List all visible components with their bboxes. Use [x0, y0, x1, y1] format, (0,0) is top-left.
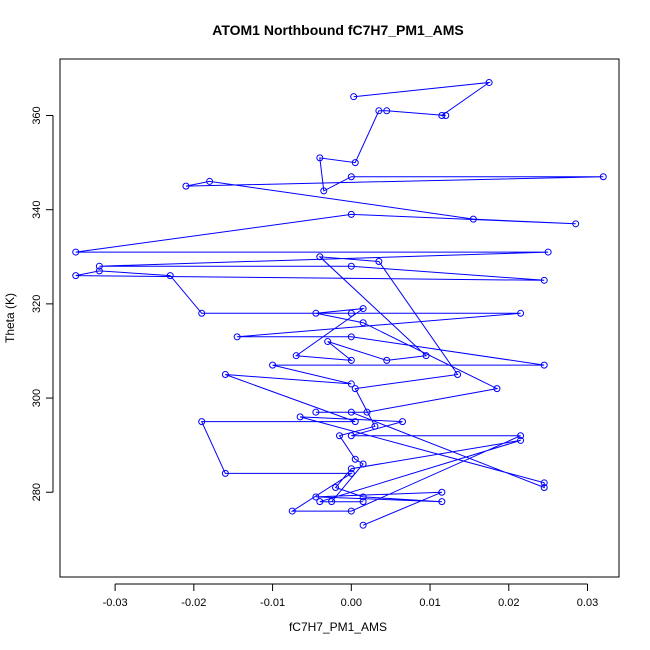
- data-point: [438, 112, 446, 120]
- data-point: [292, 352, 300, 360]
- data-point: [351, 159, 359, 167]
- data-point: [351, 418, 359, 426]
- data-point: [95, 262, 103, 270]
- data-point: [166, 272, 174, 280]
- y-tick-label: 340: [31, 201, 43, 219]
- data-point: [359, 493, 367, 501]
- data-point: [347, 469, 355, 477]
- data-point: [72, 272, 80, 280]
- data-point: [72, 248, 80, 256]
- data-point: [442, 112, 450, 120]
- data-point: [347, 262, 355, 270]
- data-point: [517, 436, 525, 444]
- data-point: [347, 333, 355, 341]
- data-point: [95, 267, 103, 275]
- data-point: [398, 418, 406, 426]
- data-point: [288, 507, 296, 515]
- x-tick-label: -0.03: [103, 597, 128, 609]
- data-point: [347, 465, 355, 473]
- data-point: [383, 107, 391, 115]
- data-point: [347, 356, 355, 364]
- data-point: [485, 79, 493, 87]
- data-point: [182, 182, 190, 190]
- data-point: [332, 484, 340, 492]
- data-point: [347, 507, 355, 515]
- data-point: [359, 319, 367, 327]
- data-point: [469, 215, 477, 223]
- data-point: [347, 173, 355, 181]
- data-point: [316, 498, 324, 506]
- data-point: [269, 361, 277, 369]
- data-point: [572, 220, 580, 228]
- y-tick-label: 320: [31, 295, 43, 313]
- data-point: [347, 309, 355, 317]
- data-point: [312, 408, 320, 416]
- data-point: [316, 253, 324, 261]
- data-point: [359, 305, 367, 313]
- data-point: [383, 356, 391, 364]
- data-point: [540, 479, 548, 487]
- data-point: [206, 177, 214, 185]
- y-tick-label: 300: [31, 389, 43, 407]
- data-point: [233, 333, 241, 341]
- data-point: [454, 371, 462, 379]
- data-point: [359, 498, 367, 506]
- series-line: [75, 81, 604, 526]
- plot-area-frame: [59, 58, 620, 578]
- data-point: [221, 371, 229, 379]
- data-point: [336, 432, 343, 440]
- x-axis-label: fC7H7_PM1_AMS: [289, 620, 387, 634]
- data-point: [544, 248, 552, 256]
- data-point: [422, 352, 430, 360]
- data-point: [351, 455, 359, 463]
- x-tick-label: 0.01: [419, 597, 440, 609]
- y-tick-label: 280: [31, 483, 43, 501]
- data-point: [371, 422, 379, 430]
- chart-title: ATOM1 Northbound fC7H7_PM1_AMS: [212, 22, 464, 38]
- data-point: [221, 469, 229, 477]
- data-point: [312, 493, 320, 501]
- data-point: [347, 380, 355, 388]
- data-point: [375, 107, 383, 115]
- data-point: [540, 276, 548, 284]
- axes-layer: -0.03 -0.02 -0.01 0.00 0.01 0.02 0.03 280 300 320…: [31, 106, 598, 609]
- x-tick-label: -0.01: [260, 597, 285, 609]
- y-axis-label: Theta (K): [3, 293, 17, 343]
- data-point: [296, 413, 304, 421]
- data-point: [320, 187, 328, 195]
- data-point: [517, 432, 525, 440]
- data-point: [324, 338, 332, 346]
- data-point: [347, 408, 355, 416]
- data-point: [438, 488, 446, 496]
- data-point: [363, 408, 371, 416]
- x-tick-label: 0.02: [498, 597, 519, 609]
- data-point: [517, 309, 525, 317]
- x-tick-label: 0.00: [341, 597, 362, 609]
- data-point: [438, 498, 446, 506]
- data-point: [198, 309, 206, 317]
- data-point: [347, 210, 355, 218]
- data-point: [540, 484, 548, 492]
- data-point: [359, 460, 367, 468]
- data-point: [351, 385, 359, 393]
- data-point: [599, 173, 607, 181]
- data-point: [312, 309, 320, 317]
- data-point: [375, 257, 383, 265]
- data-point: [347, 432, 355, 440]
- data-layer: [72, 79, 607, 529]
- data-point: [316, 154, 324, 162]
- x-tick-label: -0.02: [181, 597, 206, 609]
- data-point: [540, 361, 548, 369]
- y-tick-label: 360: [31, 106, 43, 124]
- data-point: [198, 418, 206, 426]
- data-point: [493, 385, 501, 393]
- data-point: [328, 498, 336, 506]
- x-tick-label: 0.03: [577, 597, 598, 609]
- data-point: [350, 93, 358, 101]
- data-point: [359, 521, 367, 529]
